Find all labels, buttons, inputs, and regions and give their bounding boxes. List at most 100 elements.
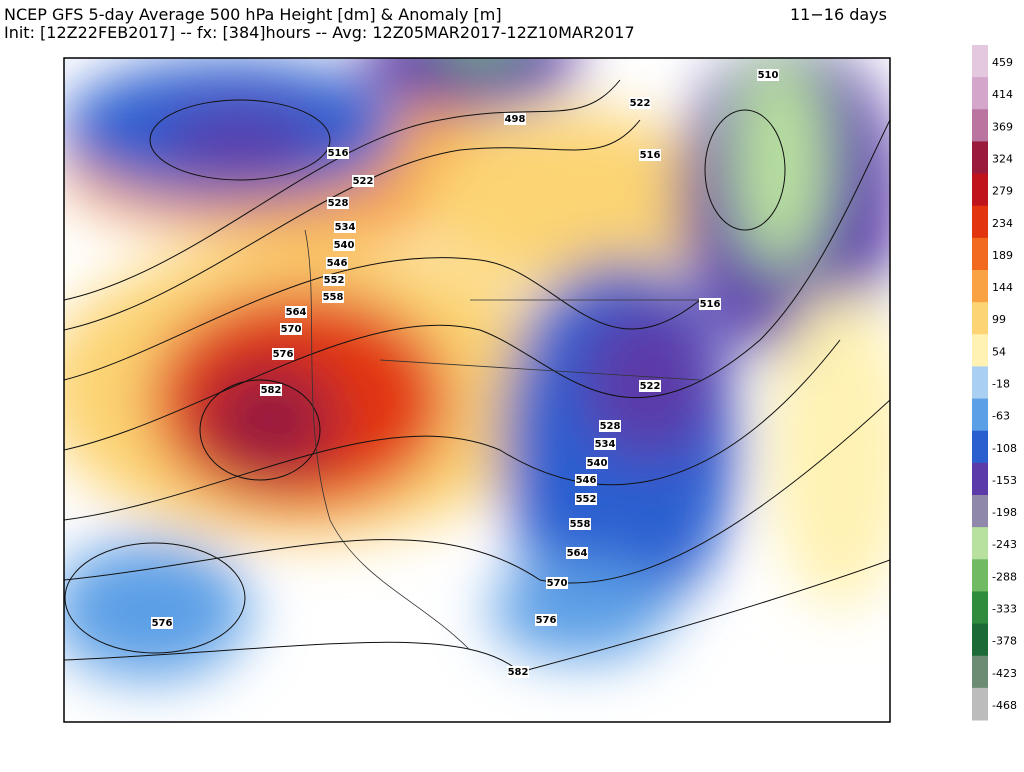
contour-labels: 498 510 522 516 516 522 528 534 540 546 552 558 564 5… [151, 69, 779, 678]
colorbar-swatch [972, 462, 988, 496]
contour-label-bg [327, 197, 349, 209]
colorbar-label: -288 [992, 570, 1017, 583]
contour-label: 570 [547, 578, 568, 589]
colorbar-swatch [972, 495, 988, 528]
colorbar-label: -153 [992, 474, 1017, 487]
colorbar-label: 234 [992, 217, 1013, 230]
contour-label-bg [535, 614, 557, 626]
contour-label: 498 [505, 114, 526, 125]
contour-label: 576 [273, 349, 294, 360]
contour-label: 552 [324, 275, 345, 286]
colorbar-swatch [972, 173, 988, 207]
contour-label: 522 [353, 176, 374, 187]
colorbar-swatch [972, 205, 988, 239]
contour-label-bg [699, 298, 721, 310]
contour-label-bg [575, 493, 597, 505]
colorbar-label: -423 [992, 667, 1017, 680]
colorbar-swatch [972, 270, 988, 303]
contour-label: 534 [595, 439, 616, 450]
map-frame [63, 57, 891, 723]
contour-label: 552 [576, 494, 597, 505]
colorbar-label: 144 [992, 281, 1013, 294]
contour-label-bg [352, 175, 374, 187]
contour-label-bg [566, 547, 588, 559]
contour-label: 522 [630, 98, 651, 109]
contour-label: 516 [700, 299, 721, 310]
contour-label: 516 [328, 148, 349, 159]
contour-label: 576 [536, 615, 557, 626]
contour-label-bg [327, 147, 349, 159]
contour-label: 564 [567, 548, 588, 559]
contour-label: 564 [286, 307, 307, 318]
contour-label: 528 [600, 421, 621, 432]
contour-label-bg [333, 239, 355, 251]
coastlines [304, 229, 701, 651]
colorbar-swatch [972, 527, 988, 560]
contour-label-bg [599, 420, 621, 432]
colorbar-swatch [972, 591, 988, 625]
range: 11−16 days [790, 5, 887, 24]
colorbar-swatch [972, 559, 988, 592]
contour-label: 558 [570, 519, 591, 530]
contour-label: 510 [758, 70, 779, 81]
contour-label-bg [586, 457, 608, 469]
anomaly-field [64, 58, 890, 680]
contour-label-bg [272, 348, 294, 360]
contour-label-bg [334, 221, 356, 233]
colorbar-label: -333 [992, 603, 1017, 616]
colorbar: 459 414 369 324 279 234 189 144 99 54 -18 -63 -108 -1… [972, 45, 1017, 721]
contour-label-bg [507, 666, 529, 678]
contour-label: 570 [281, 324, 302, 335]
contour-label-bg [575, 474, 597, 486]
contour-label: 582 [261, 385, 282, 396]
colorbar-label: 459 [992, 56, 1013, 69]
colorbar-label: 279 [992, 185, 1013, 198]
contour-label-bg [629, 97, 651, 109]
contour-label-bg [546, 577, 568, 589]
contour-label-bg [285, 306, 307, 318]
colorbar-swatch [972, 655, 988, 689]
colorbar-label: 324 [992, 153, 1013, 166]
contour-label-bg [280, 323, 302, 335]
colorbar-label: -108 [992, 442, 1017, 455]
subtitle: Init: [12Z22FEB2017] -- fx: [384]hours -… [4, 23, 635, 42]
colorbar-swatch [972, 398, 988, 432]
colorbar-swatch [972, 623, 988, 657]
colorbar-swatch [972, 77, 988, 110]
contour-label-bg [639, 149, 661, 161]
contour-label: 558 [323, 292, 344, 303]
colorbar-label: 99 [992, 313, 1006, 326]
contour-label-bg [504, 113, 526, 125]
colorbar-label: -18 [992, 378, 1010, 391]
colorbar-swatch [972, 237, 988, 271]
title: NCEP GFS 5-day Average 500 hPa Height [d… [4, 5, 502, 24]
contour-label-bg [326, 257, 348, 269]
contour-label: 546 [576, 475, 597, 486]
colorbar-swatch [972, 302, 988, 335]
colorbar-swatch [972, 430, 988, 464]
contour-label-bg [322, 291, 344, 303]
contour-label: 540 [587, 458, 608, 469]
contour-label-bg [569, 518, 591, 530]
contour-label-bg [260, 384, 282, 396]
colorbar-label: -198 [992, 506, 1017, 519]
contour-label: 582 [508, 667, 529, 678]
contour-label-bg [639, 380, 661, 392]
contour-label: 516 [640, 150, 661, 161]
contour-label-bg [323, 274, 345, 286]
colorbar-swatch [972, 366, 988, 400]
colorbar-label: 369 [992, 120, 1013, 133]
colorbar-label: -63 [992, 410, 1010, 423]
colorbar-label: -468 [992, 699, 1017, 712]
contour-label-bg [757, 69, 779, 81]
contour-label: 546 [327, 258, 348, 269]
colorbar-swatch [972, 141, 988, 175]
colorbar-label: 54 [992, 345, 1006, 358]
colorbar-label: 189 [992, 249, 1013, 262]
colorbar-swatch [972, 687, 988, 721]
contour-label: 522 [640, 381, 661, 392]
colorbar-swatch [972, 334, 988, 367]
height-contours [64, 79, 890, 673]
map [64, 58, 890, 722]
